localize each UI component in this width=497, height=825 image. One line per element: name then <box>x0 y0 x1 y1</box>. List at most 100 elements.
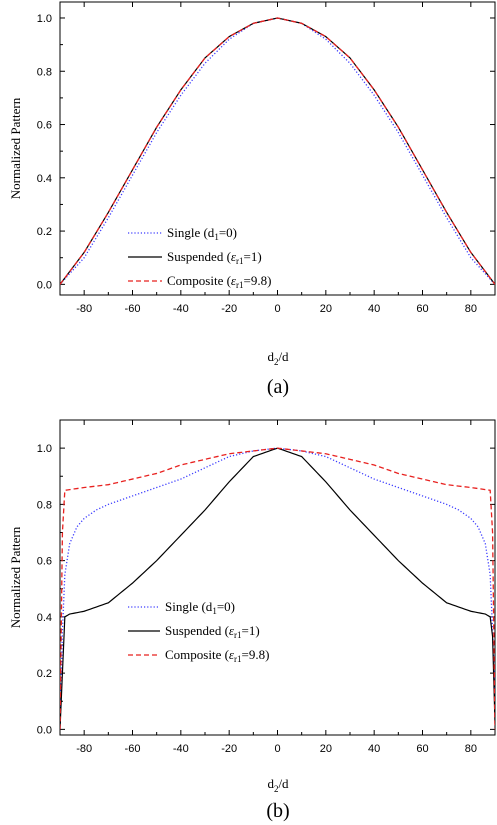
data-point <box>446 602 447 603</box>
data-point <box>132 478 133 479</box>
data-point <box>204 509 205 510</box>
legend-subscript: r1 <box>236 280 244 290</box>
x-tick-label: -80 <box>76 303 92 315</box>
panel-label: (b) <box>266 800 289 822</box>
x-axis-title-main: d <box>267 349 274 364</box>
x-tick-label: 0 <box>274 743 280 755</box>
x-axis-title-sub: 2 <box>274 784 279 794</box>
data-point <box>84 252 85 253</box>
data-point <box>398 560 399 561</box>
data-point <box>180 478 181 479</box>
data-point <box>325 39 326 40</box>
legend-symbol: ε <box>231 249 237 264</box>
legend-text-tail: =1) <box>242 623 260 638</box>
legend: Single (d1=0)Suspended (εr1=1)Composite … <box>128 225 271 290</box>
data-point <box>229 453 230 454</box>
y-axis-title: Normalized Pattern <box>8 97 23 199</box>
x-tick-label: 20 <box>320 303 332 315</box>
legend-label-2: Composite (εr1=9.8) <box>167 273 271 290</box>
legend-text: Single (d <box>165 599 213 614</box>
data-point <box>64 574 65 575</box>
data-point <box>64 616 65 617</box>
y-axis-title: Normalized Pattern <box>8 526 23 628</box>
data-point <box>180 535 181 536</box>
data-point <box>132 583 133 584</box>
data-point <box>325 481 326 482</box>
data-point <box>398 127 399 128</box>
x-tick-label: 60 <box>416 743 428 755</box>
data-point <box>470 611 471 612</box>
legend-text: Composite ( <box>165 647 229 662</box>
x-tick-label: 60 <box>416 303 428 315</box>
legend-subscript: 1 <box>212 606 217 616</box>
series-group <box>60 17 495 285</box>
data-point <box>301 456 302 457</box>
legend-label-1: Suspended (εr1=1) <box>167 249 262 266</box>
data-point <box>69 613 70 614</box>
x-axis-title-main: d <box>267 776 274 791</box>
data-point <box>76 526 77 527</box>
data-point <box>458 509 459 510</box>
data-point <box>422 478 423 479</box>
series-line-2 <box>60 17 495 285</box>
data-point <box>422 175 423 176</box>
y-tick-label: 0.6 <box>37 556 52 568</box>
data-point <box>470 518 471 519</box>
y-tick-label: 0.6 <box>37 120 52 132</box>
data-point <box>325 36 326 37</box>
data-point <box>490 490 491 491</box>
x-axis-title: d2/d <box>267 776 289 794</box>
panel-label: (a) <box>267 376 289 398</box>
data-point <box>490 574 491 575</box>
series-line-2 <box>60 447 495 730</box>
legend-label-1: Suspended (εr1=1) <box>165 623 260 640</box>
data-point <box>204 57 205 58</box>
legend-text-tail: =0) <box>217 599 235 614</box>
data-point <box>349 57 350 58</box>
data-point <box>62 630 63 631</box>
data-point <box>64 490 65 491</box>
x-tick-label: -40 <box>173 743 189 755</box>
y-tick-label: 0.4 <box>37 173 52 185</box>
data-point <box>180 95 181 96</box>
data-point <box>108 212 109 213</box>
data-point <box>108 484 109 485</box>
data-point <box>229 456 230 457</box>
data-point <box>398 132 399 133</box>
data-point <box>477 526 478 527</box>
data-point <box>84 518 85 519</box>
data-point <box>374 478 375 479</box>
x-axis-title: d2/d <box>267 349 289 367</box>
data-point <box>374 95 375 96</box>
legend-text: Composite ( <box>167 273 231 288</box>
plot-frame <box>59 1 496 296</box>
data-point <box>349 459 350 460</box>
legend-text: Single (d <box>167 225 215 240</box>
legend-text: Suspended ( <box>165 623 229 638</box>
x-axis-title-tail: /d <box>278 349 289 364</box>
data-point <box>108 217 109 218</box>
data-point <box>492 636 493 637</box>
legend-symbol: ε <box>231 273 237 288</box>
data-point <box>204 459 205 460</box>
data-point <box>422 583 423 584</box>
data-point <box>96 509 97 510</box>
series-line-1 <box>60 447 495 730</box>
data-point <box>492 532 493 533</box>
data-point <box>325 456 326 457</box>
data-point <box>84 257 85 258</box>
data-point <box>253 450 254 451</box>
legend-subscript: r1 <box>234 654 242 664</box>
data-point <box>229 39 230 40</box>
data-point <box>470 257 471 258</box>
data-point <box>277 448 278 449</box>
legend-text: Suspended ( <box>167 249 231 264</box>
data-point <box>69 543 70 544</box>
x-axis-title-tail: /d <box>278 776 289 791</box>
legend-subscript: r1 <box>234 630 242 640</box>
data-point <box>156 487 157 488</box>
legend-symbol: ε <box>229 623 235 638</box>
data-point <box>490 616 491 617</box>
data-point <box>132 169 133 170</box>
data-point <box>156 132 157 133</box>
